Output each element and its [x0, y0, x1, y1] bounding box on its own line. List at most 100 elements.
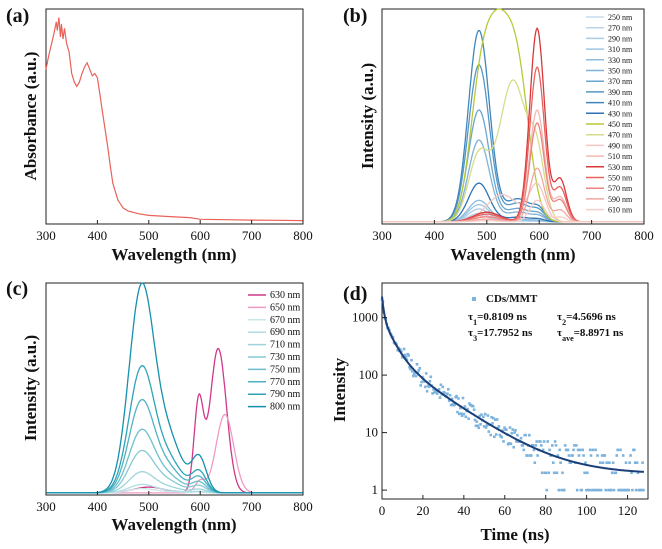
decay-point: [483, 412, 487, 416]
x-axis-label-a: Wavelength (nm): [111, 245, 236, 264]
legend-label: 730 nm: [270, 352, 301, 363]
decay-point: [612, 488, 616, 492]
decay-point: [429, 375, 433, 379]
tau1-annotation: τ1=0.8109 ns: [468, 311, 527, 327]
decay-point: [435, 392, 439, 395]
plot-frame-a: [45, 8, 304, 225]
spectrum-line: [382, 64, 644, 223]
decay-point: [514, 428, 517, 432]
x-tick-label: 300: [36, 499, 56, 514]
decay-point: [616, 448, 619, 452]
legend-d-label: CDs/MMT: [486, 293, 538, 305]
y-axis-label-d: Intensity: [330, 357, 349, 422]
legend-label: 510 nm: [608, 152, 633, 161]
decay-point: [606, 461, 609, 464]
legend-label: 590 nm: [608, 195, 633, 204]
decay-point: [480, 413, 483, 416]
decay-point: [586, 471, 589, 475]
plot-area-d: [380, 296, 645, 492]
x-tick-label: 500: [139, 228, 159, 243]
decay-point: [584, 461, 587, 464]
decay-point: [513, 431, 516, 434]
decay-point: [459, 412, 463, 415]
decay-point: [439, 383, 443, 387]
decay-point: [552, 461, 555, 464]
decay-point: [477, 426, 480, 430]
legend-label: 350 nm: [608, 67, 633, 76]
decay-point: [446, 392, 449, 395]
legend-label: 470 nm: [608, 131, 633, 140]
plot-area-b: [382, 8, 644, 223]
x-tick-label: 120: [618, 503, 638, 518]
decay-point: [583, 471, 586, 475]
decay-point: [413, 371, 417, 374]
decay-point: [493, 435, 496, 439]
decay-point: [603, 454, 607, 457]
decay-point: [463, 405, 467, 408]
decay-point: [563, 488, 566, 492]
y-axis-label-a: Absorbance (a.u.): [21, 52, 40, 181]
x-tick-label: 20: [416, 503, 429, 518]
spectrum-line: [46, 348, 303, 494]
panel-label-d: (d): [343, 283, 367, 305]
x-tick-label: 300: [372, 228, 392, 243]
decay-point: [533, 461, 537, 464]
decay-point: [399, 348, 402, 351]
decay-point: [614, 471, 618, 475]
decay-point: [412, 374, 415, 378]
tauave-annotation: τave=8.8971 ns: [557, 327, 624, 343]
spectrum-line: [382, 167, 644, 223]
decay-point: [596, 454, 599, 457]
x-ticks-d: 0 20 40 60 80 100 120: [379, 495, 638, 518]
spectrum-line: [382, 65, 644, 223]
decay-point: [541, 448, 545, 452]
decay-point: [425, 389, 429, 393]
x-axis-label-c: Wavelength (nm): [111, 515, 236, 534]
decay-point: [557, 488, 561, 492]
x-ticks-b: 300 400 500 600 700 800: [372, 220, 654, 243]
decay-point: [431, 392, 434, 395]
panel-label-b: (b): [343, 5, 367, 27]
decay-point: [611, 461, 615, 464]
decay-point: [542, 440, 546, 443]
decay-point: [580, 488, 584, 492]
decay-point: [409, 367, 412, 371]
spectrum-line: [46, 413, 303, 494]
decay-point: [461, 396, 465, 400]
decay-point: [473, 418, 477, 422]
decay-point: [447, 388, 450, 391]
decay-point: [491, 422, 494, 425]
decay-point: [458, 412, 461, 416]
decay-point: [400, 350, 403, 353]
decay-point: [510, 431, 514, 435]
y-axis-label-b: Intensity (a.u.): [358, 63, 377, 169]
decay-point: [507, 441, 511, 445]
legend-label: 770 nm: [270, 377, 301, 388]
y-tick-label: 1: [372, 482, 379, 497]
decay-point: [478, 414, 481, 418]
decay-point: [443, 391, 446, 395]
decay-point: [471, 404, 475, 408]
decay-point: [548, 448, 551, 452]
x-tick-label: 500: [477, 228, 497, 243]
decay-point: [621, 454, 625, 457]
decay-point: [630, 471, 633, 475]
decay-point: [577, 454, 581, 457]
decay-point: [608, 461, 611, 464]
legend-label: 630 nm: [270, 290, 301, 301]
panel-a: (a) 300 400 500 600 700 800 Wavelength (nm) A…: [6, 5, 313, 264]
legend-label: 370 nm: [608, 77, 633, 86]
legend-d: CDs/MMT: [472, 293, 538, 305]
decay-point: [600, 454, 604, 457]
decay-point: [404, 355, 408, 359]
plot-frame-b: [381, 8, 645, 225]
decay-point: [631, 488, 634, 492]
decay-point: [627, 488, 631, 492]
decay-point: [462, 412, 466, 416]
spectrum-line: [46, 449, 303, 494]
y-tick-label: 100: [359, 367, 379, 382]
legend-label: 250 nm: [608, 13, 633, 22]
legend-label: 750 nm: [270, 364, 301, 375]
y-ticks-d: 1 10 100 1000: [352, 310, 387, 497]
decay-point: [552, 471, 556, 475]
